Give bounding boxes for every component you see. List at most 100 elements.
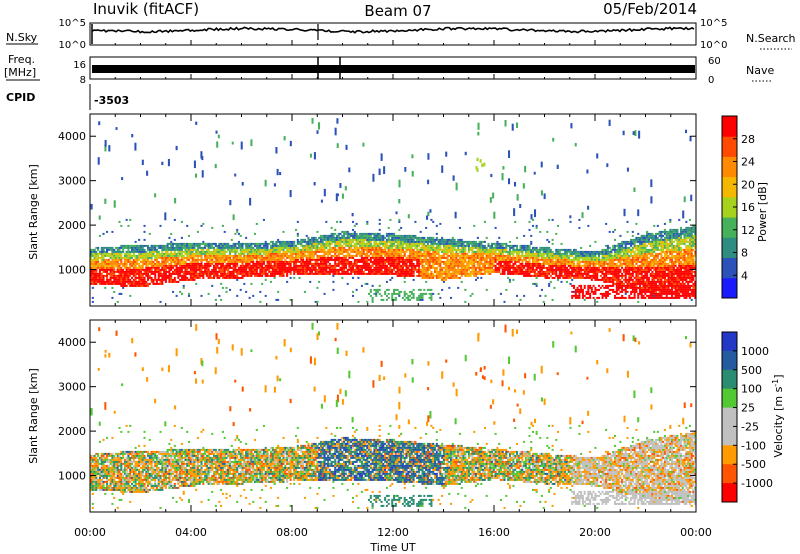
scatter-cell (508, 280, 511, 283)
scatter-cell (161, 264, 164, 267)
scatter-cell (255, 258, 258, 261)
scatter-cell (189, 254, 192, 257)
scatter-cell (439, 296, 442, 299)
scatter-cell (262, 258, 265, 261)
scatter-cell (302, 248, 305, 251)
scatter-cell (426, 266, 429, 269)
scatter-cell (359, 252, 362, 255)
scatter-cell (129, 264, 132, 267)
scatter-cell (475, 250, 478, 253)
scatter-cell (587, 260, 590, 263)
scatter-cell (423, 240, 426, 243)
scatter-cell (307, 236, 310, 239)
scatter-cell (318, 268, 321, 271)
scatter-cell (498, 264, 501, 267)
scatter-cell (580, 260, 583, 263)
scatter-cell (213, 274, 216, 277)
scatter-cell (277, 272, 280, 275)
scatter-cell (425, 256, 428, 259)
scatter-cell (432, 236, 435, 239)
scatter-cell (168, 264, 171, 267)
scatter-cell (352, 262, 355, 265)
scatter-cell (380, 256, 383, 259)
scatter-cell (287, 262, 290, 265)
scatter-cell (230, 272, 233, 275)
scatter-cell (412, 240, 415, 243)
scatter-cell (437, 274, 440, 277)
scatter-cell (476, 236, 479, 239)
scatter-cell (182, 286, 185, 289)
scatter-cell (446, 266, 449, 269)
scatter-cell (444, 272, 447, 275)
scatter-cell (516, 270, 519, 273)
scatter-cell (441, 272, 444, 275)
scatter-cell (270, 266, 273, 269)
scatter-cell (428, 266, 431, 269)
scatter-cell (398, 270, 401, 273)
scatter-cell (346, 254, 349, 257)
scatter-cell (359, 272, 362, 275)
scatter-cell (385, 288, 388, 291)
scatter-cell (364, 268, 367, 271)
scatter-cell (216, 254, 219, 257)
scatter-cell (139, 260, 142, 263)
scatter-cell (346, 234, 349, 237)
scatter-cell (204, 268, 207, 271)
scatter-cell (405, 264, 408, 267)
scatter-cell (581, 264, 584, 267)
scatter-cell (100, 266, 103, 269)
scatter-cell (546, 258, 549, 261)
scatter-cell (441, 242, 444, 245)
scatter-cell (102, 270, 105, 273)
scatter-cell (295, 258, 298, 261)
scatter-cell (350, 270, 353, 273)
scatter-cell (93, 280, 96, 283)
scatter-cell (505, 250, 508, 253)
scatter-cell (307, 248, 310, 251)
scatter-cell (489, 256, 492, 259)
scatter-cell (437, 250, 440, 253)
scatter-cell (446, 254, 449, 257)
scatter-cell (104, 250, 107, 253)
scatter-cell (574, 248, 577, 251)
scatter-cell (366, 262, 369, 265)
scatter-cell (377, 268, 380, 271)
scatter-cell (355, 254, 358, 257)
scatter-cell (524, 258, 527, 261)
scatter-cell (232, 262, 235, 265)
scatter-cell (446, 250, 449, 253)
scatter-cell (134, 250, 137, 253)
scatter-cell (318, 242, 321, 245)
scatter-cell (296, 250, 299, 253)
scatter-cell (330, 236, 333, 239)
scatter-cell (368, 250, 371, 253)
scatter-cell (295, 256, 298, 259)
scatter-cell (583, 286, 586, 289)
scatter-cell (237, 266, 240, 269)
scatter-cell (173, 270, 176, 273)
scatter-cell (218, 276, 221, 279)
scatter-cell (350, 244, 353, 247)
scatter-cell (136, 272, 139, 275)
scatter-cell (430, 218, 433, 221)
scatter-cell (127, 282, 130, 285)
scatter-cell (574, 294, 577, 297)
scatter-cell (286, 252, 289, 255)
scatter-cell (357, 268, 360, 271)
scatter-cell (95, 260, 98, 263)
scatter-cell (229, 274, 232, 277)
scatter-cell (266, 256, 269, 259)
scatter-cell (254, 268, 257, 271)
scatter-cell (580, 246, 583, 249)
scatter-cell (382, 244, 385, 247)
scatter-cell (168, 254, 171, 257)
scatter-cell (200, 260, 203, 263)
scatter-cell (462, 270, 465, 273)
scatter-cell (273, 246, 276, 249)
scatter-cell (113, 280, 116, 283)
scatter-cell (492, 258, 495, 261)
scatter-cell (469, 262, 472, 265)
scatter-cell (254, 262, 257, 265)
scatter-cell (359, 244, 362, 247)
scatter-cell (528, 228, 531, 231)
